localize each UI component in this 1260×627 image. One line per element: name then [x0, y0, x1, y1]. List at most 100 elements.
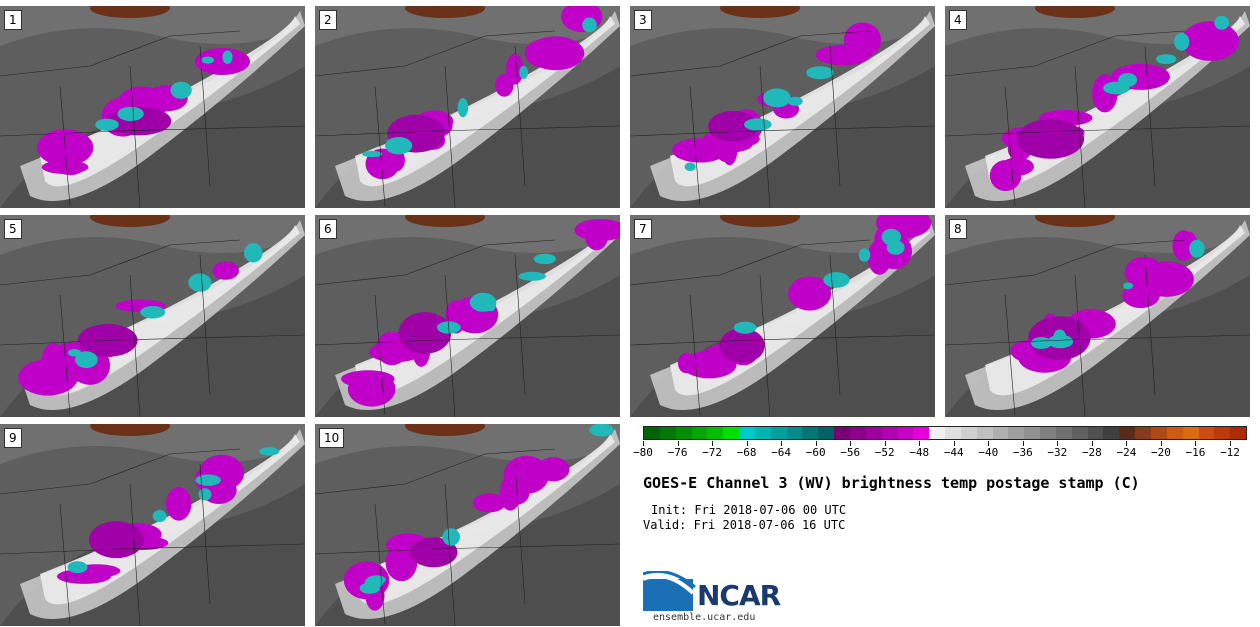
colorbar-tick	[988, 441, 990, 446]
colorbar-tick-label: −20	[1151, 446, 1171, 459]
colorbar-segment	[723, 427, 740, 439]
figure-title: GOES-E Channel 3 (WV) brightness temp po…	[643, 474, 1140, 492]
colorbar-segment	[913, 427, 930, 439]
panel-label: 2	[319, 10, 337, 30]
colorbar-tick	[884, 441, 886, 446]
postage-stamp-panel: 2	[315, 6, 620, 208]
ncar-logo-icon	[643, 571, 696, 611]
colorbar-segment	[1024, 427, 1041, 439]
colorbar-segment	[976, 427, 993, 439]
panel-label: 10	[319, 428, 345, 448]
colorbar-segment	[1071, 427, 1088, 439]
postage-stamp-panel: 5	[0, 215, 305, 417]
colorbar-tick-label: −28	[1081, 446, 1102, 459]
panel-label: 9	[4, 428, 22, 448]
colorbar-segment	[1055, 427, 1072, 439]
colorbar-segment	[802, 427, 819, 439]
colorbar-segment	[1040, 427, 1056, 439]
colorbar-tick-label: −52	[874, 446, 895, 459]
colorbar-segment	[881, 427, 898, 439]
colorbar-tick-label: −64	[771, 446, 792, 459]
site-url: ensemble.ucar.edu	[653, 612, 756, 623]
colorbar-ticks: −80 −76 −72 −68 −64 −60 −56 −52 −48 −44 −40 −36 −32−…	[633, 441, 1247, 461]
colorbar-tick	[643, 441, 644, 446]
colorbar-tick-label: −80	[633, 446, 653, 459]
colorbar-tick	[1195, 441, 1197, 446]
colorbar-tick	[850, 441, 852, 446]
panel-label: 6	[319, 219, 337, 239]
colorbar-tick	[1160, 441, 1162, 446]
colorbar-segment	[897, 427, 914, 439]
colorbar-segment	[739, 427, 755, 439]
colorbar-tick	[1230, 441, 1231, 446]
colorbar-segment	[945, 427, 961, 439]
colorbar-segment	[675, 427, 692, 439]
panel-label: 8	[949, 219, 967, 239]
colorbar-tick	[1057, 441, 1059, 446]
colorbar-segment	[644, 427, 660, 439]
colorbar-segment	[849, 427, 866, 439]
colorbar-tick-label: −40	[978, 446, 999, 459]
colorbar-segment	[865, 427, 882, 439]
panel-label: 1	[4, 10, 22, 30]
colorbar-segment	[770, 427, 787, 439]
colorbar-tick-label: −48	[909, 446, 930, 459]
colorbar-tick-label: −16	[1185, 446, 1206, 459]
colorbar-segment	[1008, 427, 1025, 439]
colorbar-tick-label: −24	[1116, 446, 1137, 459]
colorbar-segment	[1214, 427, 1231, 439]
valid-time: Valid: Fri 2018-07-06 16 UTC	[643, 518, 846, 532]
colorbar-segment	[659, 427, 676, 439]
colorbar-segment	[1135, 427, 1151, 439]
panel-label: 7	[634, 219, 652, 239]
colorbar-tick-label: −32	[1047, 446, 1068, 459]
postage-stamp-panel: 1	[0, 6, 305, 208]
colorbar-segment	[834, 427, 850, 439]
colorbar-segment	[992, 427, 1009, 439]
org-name: NCAR	[697, 579, 781, 612]
colorbar-tick	[712, 441, 714, 446]
postage-stamp-panel: 4	[945, 6, 1250, 208]
colorbar-tick-label: −72	[702, 446, 722, 459]
colorbar-tick-label: −60	[805, 446, 826, 459]
colorbar-segment	[786, 427, 803, 439]
colorbar-segment	[1119, 427, 1136, 439]
colorbar-tick-label: −56	[840, 446, 861, 459]
colorbar-segment	[1087, 427, 1104, 439]
postage-stamp-panel: 6	[315, 215, 620, 417]
colorbar-segment	[1198, 427, 1215, 439]
colorbar-segment	[818, 427, 835, 439]
colorbar-segment	[1151, 427, 1167, 439]
init-time: Init: Fri 2018-07-06 00 UTC	[651, 503, 847, 517]
colorbar-segment	[754, 427, 771, 439]
colorbar-tick	[1091, 441, 1093, 446]
panel-label: 4	[949, 10, 967, 30]
colorbar-tick	[677, 441, 679, 446]
colorbar-tick	[1022, 441, 1024, 446]
colorbar-tick	[1126, 441, 1128, 446]
colorbar-segment	[707, 427, 724, 439]
colorbar-tick-label: −76	[667, 446, 688, 459]
postage-stamp-panel: 10	[315, 424, 620, 626]
colorbar-segment	[929, 427, 946, 439]
colorbar-segment	[1230, 427, 1247, 439]
colorbar-tick-label: −12	[1220, 446, 1240, 459]
postage-stamp-panel: 8	[945, 215, 1250, 417]
colorbar-tick-label: −36	[1012, 446, 1033, 459]
postage-stamp-panel: 9	[0, 424, 305, 626]
postage-stamp-panel: 7	[630, 215, 935, 417]
colorbar	[643, 426, 1247, 440]
colorbar-tick-label: −68	[736, 446, 757, 459]
colorbar-tick	[953, 441, 955, 446]
postage-stamp-panel: 3	[630, 6, 935, 208]
panel-label: 5	[4, 219, 22, 239]
panel-label: 3	[634, 10, 652, 30]
colorbar-segment	[1103, 427, 1120, 439]
colorbar-segment	[1182, 427, 1199, 439]
colorbar-segment	[960, 427, 977, 439]
colorbar-segment	[691, 427, 708, 439]
colorbar-tick	[815, 441, 817, 446]
colorbar-tick	[746, 441, 748, 446]
colorbar-tick-label: −44	[943, 446, 964, 459]
colorbar-tick	[919, 441, 921, 446]
